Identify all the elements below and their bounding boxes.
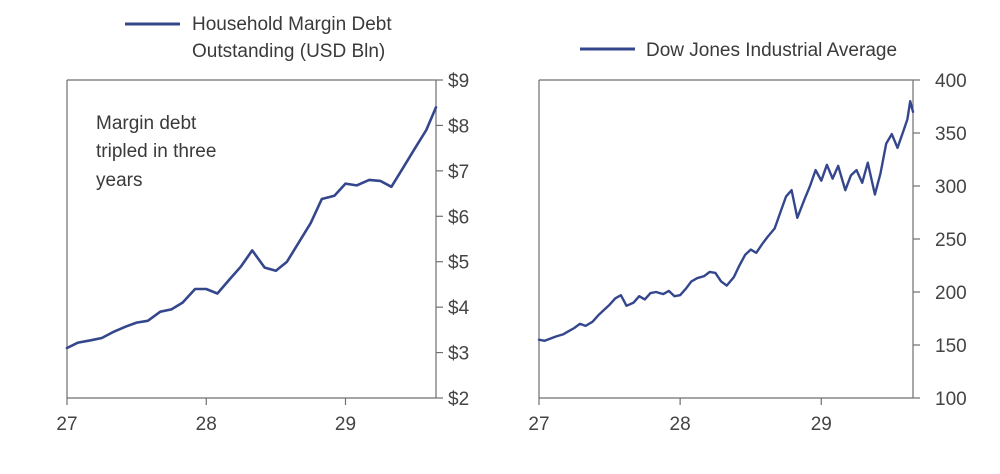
dow-jones-x-tick-label: 29 [811, 414, 832, 435]
dow-jones-y-tick-label: 250 [935, 230, 967, 251]
margin-debt-y-tick-label: $3 [448, 344, 469, 365]
dow-jones-x-tick-label: 28 [670, 414, 691, 435]
dow-jones-legend-label: Dow Jones Industrial Average [646, 40, 897, 61]
dow-jones-series-line [537, 99, 915, 342]
margin-debt-y-tick-label: $5 [448, 253, 469, 274]
margin-debt-y-tick-label: $6 [448, 207, 469, 228]
margin-debt-y-tick-label: $4 [448, 298, 470, 319]
dow-jones-y-tick-label: 150 [935, 336, 967, 357]
dow-jones-x-ticks: 27 28 29 [528, 398, 832, 435]
margin-debt-y-tick-label: $7 [448, 162, 469, 183]
dow-jones-plot-frame [538, 79, 914, 399]
annotation-line-3: years [96, 170, 142, 191]
dow-jones-y-tick-label: 350 [935, 124, 967, 145]
margin-debt-legend-line-1: Household Margin Debt [192, 14, 392, 35]
margin-debt-annotation: Margin debt tripled in three years [96, 113, 216, 191]
margin-debt-y-tick-label: $9 [448, 71, 469, 92]
dow-jones-chart: Dow Jones Industrial Average 100 150 200 25… [528, 40, 966, 435]
margin-debt-series-line [65, 106, 438, 350]
margin-debt-y-tick-label: $8 [448, 116, 469, 137]
dow-jones-y-tick-label: 300 [935, 177, 967, 198]
margin-debt-x-tick-label: 27 [56, 414, 77, 435]
margin-debt-x-tick-label: 28 [196, 414, 217, 435]
dow-jones-y-tick-label: 200 [935, 283, 967, 304]
margin-debt-chart: Household Margin Debt Outstanding (USD B… [56, 14, 469, 435]
dow-jones-y-tick-label: 100 [935, 389, 967, 410]
margin-debt-y-ticks: $2 $3 $4 $5 $6 $7 $8 $9 [436, 71, 470, 410]
dow-jones-y-tick-label: 400 [935, 71, 967, 92]
margin-debt-x-tick-label: 29 [335, 414, 356, 435]
margin-debt-legend-line-2: Outstanding (USD Bln) [192, 41, 385, 62]
annotation-line-2: tripled in three [96, 141, 216, 162]
margin-debt-y-tick-label: $2 [448, 389, 469, 410]
margin-debt-legend: Household Margin Debt Outstanding (USD B… [125, 14, 392, 62]
margin-debt-plot-frame [66, 79, 437, 399]
dow-jones-x-tick-label: 27 [528, 414, 549, 435]
margin-debt-x-ticks: 27 28 29 [56, 398, 356, 435]
dow-jones-y-ticks: 100 150 200 250 300 350 400 [913, 71, 967, 410]
dow-jones-legend: Dow Jones Industrial Average [580, 40, 897, 61]
annotation-line-1: Margin debt [96, 113, 197, 134]
